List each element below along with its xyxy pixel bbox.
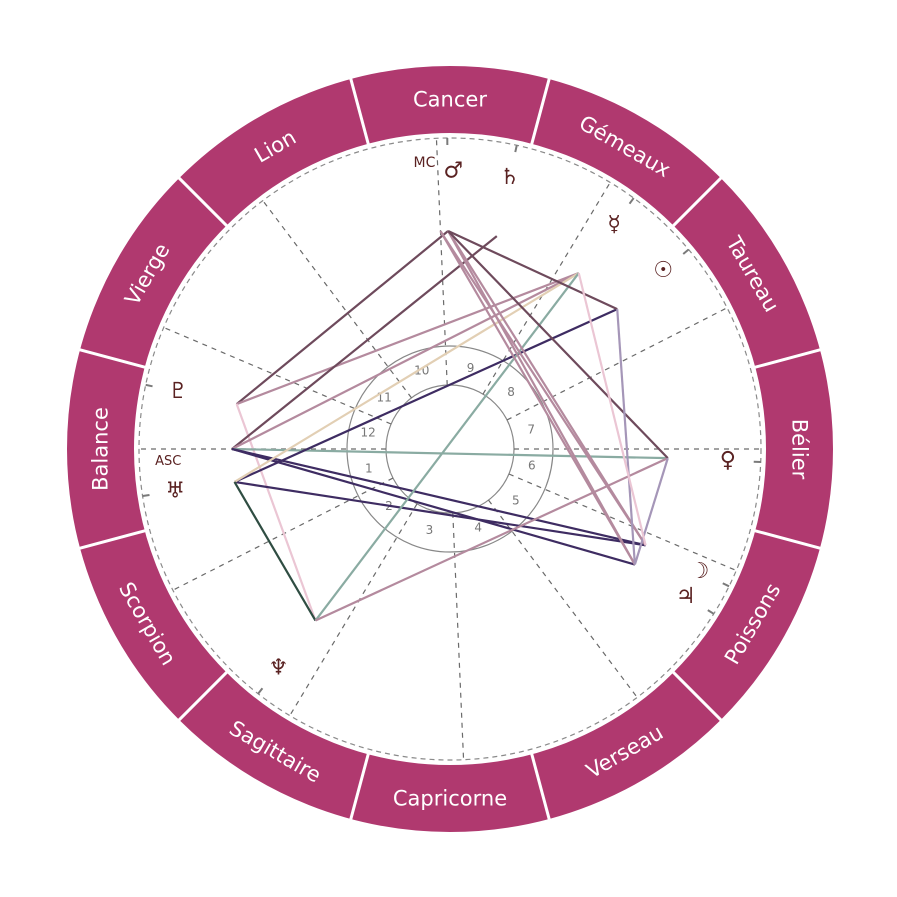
sign-label: Cancer: [413, 88, 487, 112]
aspect-sun-jupiter: [616, 309, 636, 565]
aspect-uranus-moon: [234, 480, 646, 547]
aspect-neptune-venus: [315, 457, 669, 622]
sign-divider: [349, 77, 370, 146]
moon-icon: ☽: [690, 559, 710, 584]
aspect-asc-jupiter: [231, 447, 636, 566]
house-number: 9: [467, 361, 475, 375]
zodiac-ring: BélierTaureauGémeauxCancerLionViergeBala…: [67, 66, 833, 832]
house-number: 11: [377, 391, 392, 405]
position-tick: [142, 493, 150, 498]
aspect-neptune-mercury: [314, 272, 580, 622]
sign-divider: [530, 752, 551, 821]
aspect-asc-mercury: [231, 272, 580, 450]
aspect-asc-saturn: [231, 235, 498, 450]
neptune-icon: ♆: [269, 655, 289, 680]
zodiac-band: [67, 66, 833, 832]
house-cusp-line: [289, 503, 418, 716]
aspect-mc-jupiter: [439, 230, 636, 566]
pluto-icon: ♇: [168, 379, 188, 404]
uranus-icon: ♅: [165, 479, 185, 504]
position-tick: [722, 582, 730, 588]
position-tick: [145, 383, 153, 388]
aspect-venus-jupiter: [633, 457, 669, 565]
aspect-uranus-neptune: [233, 481, 317, 622]
aspect-uranus-mercury: [233, 272, 580, 483]
aspect-lines: [231, 230, 669, 622]
sign-divider: [753, 348, 822, 369]
house-ring-outer: [346, 345, 554, 553]
position-tick: [707, 609, 715, 615]
sign-divider: [177, 670, 229, 722]
sign-divider: [177, 176, 229, 228]
house-cusp-line: [262, 200, 412, 399]
position-tick: [514, 145, 518, 153]
planet-glyphs: ASC MC ♂ ♄ ☿ ☉ ♀ ☽♃ ♆ ♅ ♇: [142, 138, 761, 695]
sign-label: Bélier: [788, 419, 812, 480]
position-tick: [257, 687, 264, 695]
house-number: 4: [474, 521, 482, 535]
house-number: 3: [426, 523, 434, 537]
aspect-mars-jupiter: [447, 230, 636, 566]
house-cusp-line: [163, 326, 392, 425]
sign-divider: [753, 529, 822, 550]
aspect-mercury-moon: [577, 272, 647, 546]
sign-divider: [671, 176, 723, 228]
house-number: 8: [507, 385, 515, 399]
mercury-icon: ☿: [607, 212, 621, 237]
house-number: 6: [528, 459, 536, 473]
house-cusp-line: [508, 473, 737, 572]
aspect-pluto-mars: [235, 230, 449, 405]
aspect-mars-venus: [447, 230, 669, 459]
aspect-uranus-sun: [234, 308, 618, 483]
position-tick: [628, 197, 635, 205]
sun-icon: ☉: [653, 258, 673, 283]
aspect-pluto-mercury: [236, 272, 580, 406]
position-tick: [682, 248, 690, 255]
sign-label: Capricorne: [393, 787, 507, 811]
sign-divider: [671, 670, 723, 722]
house-cusp-line: [452, 512, 465, 760]
degree-circle: [138, 137, 762, 761]
house-cusp-line: [435, 138, 448, 386]
sign-divider: [349, 752, 370, 821]
sign-divider: [530, 77, 551, 146]
house-number: 5: [512, 493, 520, 507]
house-number: 1: [365, 461, 373, 475]
house-number: 12: [361, 425, 376, 439]
venus-icon: ♀: [720, 448, 736, 473]
aspect-mc-moon: [439, 230, 647, 546]
sign-label: Balance: [89, 407, 113, 491]
aspect-mars-sun: [447, 230, 618, 311]
saturn-icon: ♄: [500, 165, 520, 190]
house-cusp-line: [488, 499, 638, 698]
mars-icon: ♂: [444, 159, 464, 184]
jupiter-icon: ♃: [676, 584, 696, 609]
house-number: 7: [527, 423, 535, 437]
sign-divider: [78, 529, 147, 550]
sign-divider: [78, 348, 147, 369]
midheaven-label: MC: [414, 155, 436, 171]
aspect-asc-moon: [231, 447, 646, 547]
ascendant-label: ASC: [155, 454, 181, 469]
